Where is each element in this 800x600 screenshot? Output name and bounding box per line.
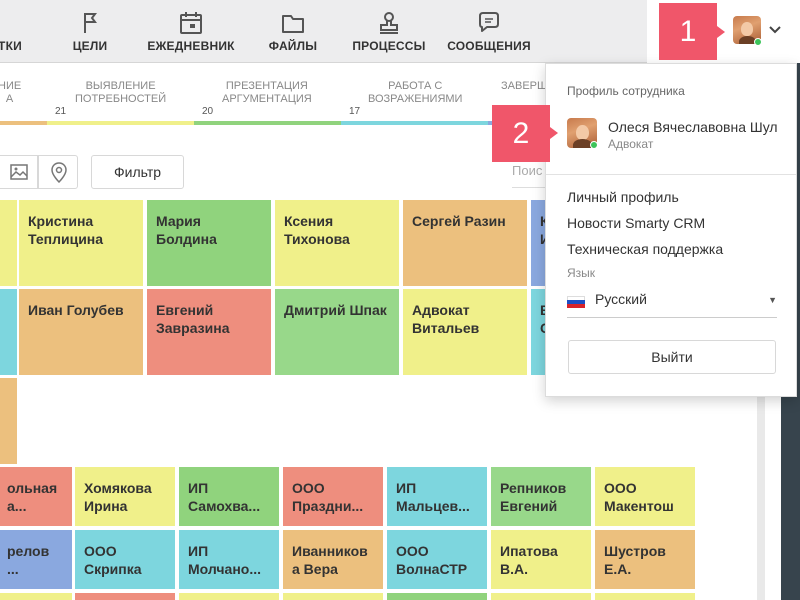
location-pin-icon: [51, 162, 67, 183]
user-profile-dropdown: Профиль сотрудника Олеся Вячеславовна Шу…: [545, 63, 797, 397]
deal-card[interactable]: [179, 593, 279, 600]
stage-4-count: 17: [349, 106, 361, 117]
flag-icon: [84, 13, 97, 33]
deal-card[interactable]: Ксения Тихонова: [275, 200, 399, 286]
deal-card[interactable]: [283, 593, 383, 600]
deal-card[interactable]: Кристина Теплицина: [19, 200, 143, 286]
calendar-icon: [180, 12, 202, 34]
image-icon: [10, 164, 28, 180]
chat-bubble-icon: [479, 12, 499, 32]
image-view-button[interactable]: [0, 155, 38, 189]
stage-2[interactable]: ВЫЯВЛЕНИЕ ПОТРЕБНОСТЕЙ: [75, 80, 166, 106]
stage-2-label-line2: ПОТРЕБНОСТЕЙ: [75, 93, 167, 105]
deal-card[interactable]: Дмитрий Шпак: [275, 289, 399, 375]
deal-card[interactable]: [0, 289, 17, 375]
russian-flag-icon: [567, 296, 585, 308]
profile-name[interactable]: Олеся Вячеславовна Шул: [608, 119, 778, 135]
stamp-icon: [380, 12, 398, 34]
deal-card[interactable]: ИП Мальцев...: [387, 467, 487, 526]
deal-card[interactable]: [0, 378, 17, 464]
deal-card[interactable]: ООО Праздни...: [283, 467, 383, 526]
pipeline-stages: НИЕ А ВЫЯВЛЕНИЕ ПОТРЕБНОСТЕЙ 21 ПРЕЗЕНТА…: [0, 63, 547, 125]
deal-card[interactable]: Мария Болдина: [147, 200, 271, 286]
logout-button[interactable]: Выйти: [568, 340, 776, 374]
nav-tasks-label: ТКИ: [0, 39, 22, 53]
stage-4-bar: [341, 121, 488, 125]
deal-card[interactable]: ИП Молчано...: [179, 530, 279, 589]
profile-online-indicator: [590, 141, 598, 149]
deal-card[interactable]: Иванников а Вера: [283, 530, 383, 589]
language-value: Русский: [595, 291, 647, 307]
nav-files-label: ФАЙЛЫ: [268, 39, 318, 53]
nav-tasks[interactable]: ТКИ: [0, 0, 30, 63]
deal-card[interactable]: ольная а...: [0, 467, 72, 526]
nav-goals-label: ЦЕЛИ: [72, 39, 108, 53]
annotation-badge-1: 1: [659, 3, 717, 60]
deal-card[interactable]: Иван Голубев: [19, 289, 143, 375]
nav-files[interactable]: ФАЙЛЫ: [263, 0, 323, 63]
dropdown-header: Профиль сотрудника: [567, 84, 685, 98]
deal-card[interactable]: [0, 200, 17, 286]
stage-4-label-line1: РАБОТА С: [388, 80, 443, 92]
stage-5-label-line1: ЗАВЕРШ: [501, 80, 548, 92]
deal-card[interactable]: ООО Макентош: [595, 467, 695, 526]
nav-goals[interactable]: ЦЕЛИ: [60, 0, 120, 63]
search-input[interactable]: Поис: [512, 163, 543, 178]
caret-down-icon: ▼: [768, 295, 777, 305]
filter-button[interactable]: Фильтр: [91, 155, 184, 189]
deal-card[interactable]: [491, 593, 591, 600]
stage-5[interactable]: ЗАВЕРШ: [501, 80, 547, 93]
language-select[interactable]: Русский ▼: [567, 288, 777, 318]
deal-card[interactable]: Репников Евгений: [491, 467, 591, 526]
deal-card[interactable]: [387, 593, 487, 600]
nav-messages-label: СООБЩЕНИЯ: [447, 39, 531, 53]
online-status-indicator: [754, 38, 762, 46]
language-label: Язык: [567, 266, 596, 280]
deal-card[interactable]: ИП Самохва...: [179, 467, 279, 526]
dropdown-divider: [546, 174, 796, 175]
stage-1-bar: [0, 121, 47, 125]
stage-2-bar: [47, 121, 194, 125]
stage-3-bar: [194, 121, 341, 125]
deal-card[interactable]: ООО Скрипка: [75, 530, 175, 589]
deal-card[interactable]: релов ...: [0, 530, 72, 589]
badge-1-pointer-icon: [717, 26, 725, 38]
stage-1-label-line2: А: [5, 93, 14, 105]
stage-3-count: 20: [202, 106, 214, 117]
stage-4[interactable]: РАБОТА С ВОЗРАЖЕНИЯМИ: [368, 80, 462, 106]
stage-1-label-line1: НИЕ: [0, 80, 22, 92]
search-underline: [512, 187, 552, 188]
profile-role: Адвокат: [608, 137, 654, 151]
personal-profile-link[interactable]: Личный профиль: [567, 189, 679, 205]
stage-3-label-line1: ПРЕЗЕНТАЦИЯ: [225, 80, 308, 92]
chevron-down-icon[interactable]: [769, 26, 781, 34]
annotation-badge-2: 2: [492, 105, 550, 162]
nav-processes-label: ПРОЦЕССЫ: [352, 39, 426, 53]
deal-card[interactable]: [75, 593, 175, 600]
stage-1[interactable]: НИЕ А: [0, 80, 21, 106]
nav-diary[interactable]: ЕЖЕДНЕВНИК: [143, 0, 239, 63]
badge-2-pointer-icon: [550, 127, 558, 139]
folder-icon: [282, 15, 304, 33]
stage-4-label-line2: ВОЗРАЖЕНИЯМИ: [368, 93, 463, 105]
stage-2-count: 21: [55, 106, 67, 117]
deal-card[interactable]: Сергей Разин: [403, 200, 527, 286]
nav-messages[interactable]: СООБЩЕНИЯ: [444, 0, 534, 63]
map-view-button[interactable]: [38, 155, 78, 189]
deal-card[interactable]: Адвокат Витальев: [403, 289, 527, 375]
deal-card[interactable]: Евгений Завразина: [147, 289, 271, 375]
nav-processes[interactable]: ПРОЦЕССЫ: [349, 0, 429, 63]
news-link[interactable]: Новости Smarty CRM: [567, 215, 706, 231]
stage-3-label-line2: АРГУМЕНТАЦИЯ: [222, 93, 312, 105]
deal-card[interactable]: [0, 593, 72, 600]
deal-card[interactable]: ООО ВолнаСТР: [387, 530, 487, 589]
stage-2-label-line1: ВЫЯВЛЕНИЕ: [85, 80, 156, 92]
deal-card[interactable]: Шустров Е.А.: [595, 530, 695, 589]
stage-3[interactable]: ПРЕЗЕНТАЦИЯ АРГУМЕНТАЦИЯ: [222, 80, 312, 106]
tech-support-link[interactable]: Техническая поддержка: [567, 241, 724, 257]
deal-card[interactable]: Ипатова В.А.: [491, 530, 591, 589]
deal-card[interactable]: Хомякова Ирина: [75, 467, 175, 526]
nav-diary-label: ЕЖЕДНЕВНИК: [147, 39, 235, 53]
deal-card[interactable]: [595, 593, 695, 600]
